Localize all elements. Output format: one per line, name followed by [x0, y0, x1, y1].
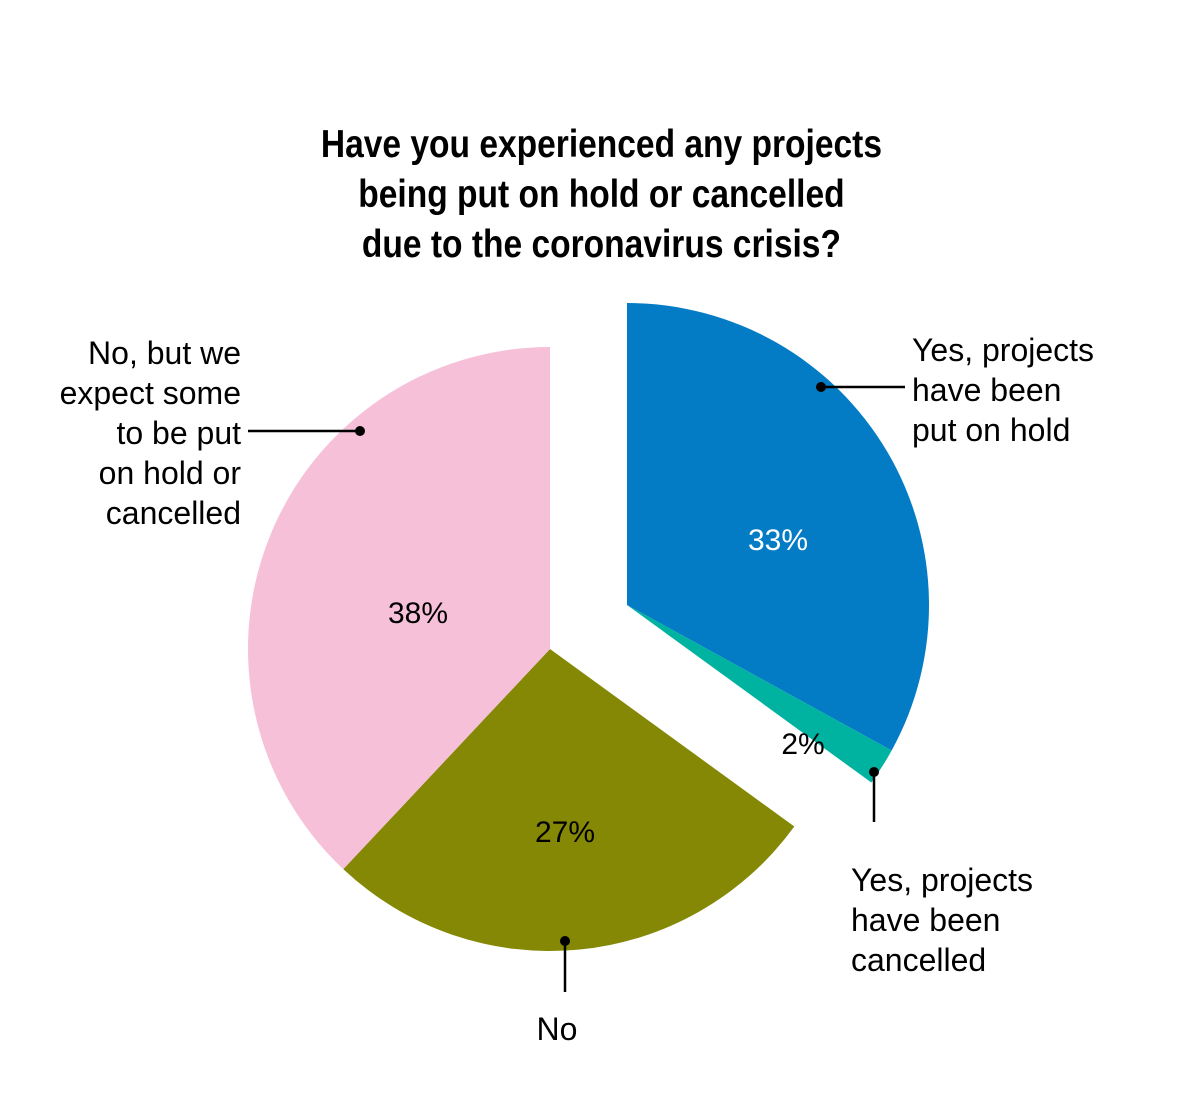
title-line-2: being put on hold or cancelled: [358, 173, 845, 216]
callout-expect-line: to be put: [116, 415, 241, 451]
callout-expect-line: on hold or: [98, 455, 241, 491]
callout-cancelled-line: have been: [851, 902, 1001, 938]
callout-hold-line: have been: [912, 372, 1062, 408]
leader-lines: [248, 382, 905, 992]
callout-hold: Yes, projects have been put on hold: [912, 330, 1094, 450]
callout-cancelled: Yes, projects have been cancelled: [851, 860, 1033, 980]
slice-hold: [627, 303, 929, 751]
slice-no: [343, 649, 795, 952]
callout-no: No: [500, 1009, 614, 1049]
pie-slices: [248, 303, 929, 952]
callout-hold-line: put on hold: [912, 412, 1071, 448]
callout-expect-line: cancelled: [105, 495, 241, 531]
pct-label-cancelled: 2%: [781, 728, 824, 761]
leader-dot-hold: [816, 382, 826, 392]
pct-label-hold: 33%: [748, 524, 808, 557]
callout-cancelled-line: Yes, projects: [851, 862, 1034, 898]
callout-cancelled-line: cancelled: [851, 942, 987, 978]
callout-hold-line: Yes, projects: [912, 332, 1095, 368]
callout-expect-line: expect some: [59, 375, 241, 411]
leader-dot-no: [560, 936, 570, 946]
percent-labels: 33% 2% 27% 38%: [388, 524, 825, 849]
slice-expect: [248, 347, 551, 870]
pct-label-no: 27%: [535, 816, 595, 849]
leader-dot-cancelled: [869, 767, 879, 777]
callout-expect-line: No, but we: [88, 335, 241, 371]
title-line-3: due to the coronavirus crisis?: [361, 223, 841, 266]
title-line-1: Have you experienced any projects: [320, 123, 882, 166]
callout-no-line: No: [536, 1011, 578, 1047]
slice-cancelled: [627, 605, 892, 783]
pct-label-expect: 38%: [388, 597, 448, 630]
leader-dot-expect: [355, 426, 365, 436]
callout-expect: No, but we expect some to be put on hold…: [0, 333, 241, 533]
